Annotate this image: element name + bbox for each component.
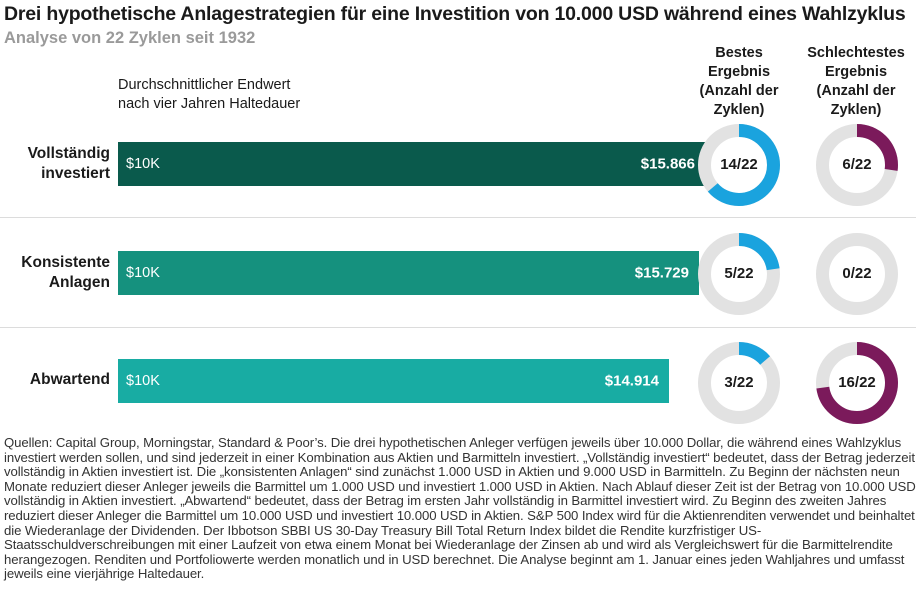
worst-column-header-line: Schlechtestes	[807, 45, 905, 61]
donut-value-label: 16/22	[838, 374, 876, 391]
worst-column-header-line: Zyklen)	[830, 102, 882, 118]
donut-fill	[698, 124, 780, 206]
row-label-line: Abwartend	[29, 371, 110, 388]
donut-value-label: 5/22	[724, 265, 754, 282]
worst-column-header-line: Ergebnis	[824, 64, 888, 80]
worst-donut-waiting: 16/22	[815, 341, 899, 425]
donut-fill	[816, 342, 898, 424]
best-column-header-line: Zyklen)	[713, 102, 765, 118]
bar-start-label: $10K	[126, 373, 160, 389]
best-donut-fully-invested: 14/22	[697, 123, 781, 207]
best-donut-consistent: 5/22	[697, 232, 781, 316]
best-column-header-line: Ergebnis	[707, 64, 771, 80]
bar-waiting: $10K $14.914	[118, 359, 669, 403]
row-label-line: investiert	[41, 165, 110, 182]
row-separator	[0, 217, 916, 218]
chart-title: Drei hypothetische Anlagestrategien für …	[4, 3, 906, 25]
donut-fill	[698, 342, 780, 424]
bar-fully-invested: $10K $15.866	[118, 142, 705, 186]
best-column-header-line: (Anzahl der	[699, 83, 779, 99]
donut-track	[816, 233, 898, 315]
row-label-consistent: Konsistente Anlagen	[21, 253, 110, 293]
row-label-waiting: Abwartend	[30, 370, 110, 390]
donut-value-label: 6/22	[842, 156, 872, 173]
bar-value-label: $15.729	[634, 264, 689, 282]
worst-column-header: Schlechtestes Ergebnis (Anzahl der Zykle…	[797, 44, 915, 120]
bar-consistent: $10K $15.729	[118, 251, 699, 295]
footnote: Quellen: Capital Group, Morningstar, Sta…	[4, 435, 916, 582]
donut-value-label: 3/22	[724, 374, 754, 391]
best-column-header-line: Bestes	[715, 45, 763, 61]
best-donut-waiting: 3/22	[697, 341, 781, 425]
bar-column-header-line: nach vier Jahren Haltedauer	[118, 96, 301, 112]
bar-value-label: $15.866	[640, 155, 695, 173]
donut-fill	[816, 124, 898, 206]
bar-column-header-line: Durchschnittlicher Endwert	[118, 77, 291, 93]
donut-value-label: 0/22	[842, 265, 872, 282]
worst-donut-consistent: 0/22	[815, 232, 899, 316]
row-label-line: Konsistente	[21, 254, 110, 271]
worst-column-header-line: (Anzahl der	[816, 83, 896, 99]
best-column-header: Bestes Ergebnis (Anzahl der Zyklen)	[686, 44, 792, 120]
row-separator	[0, 327, 916, 328]
bar-start-label: $10K	[126, 265, 160, 281]
worst-donut-fully-invested: 6/22	[815, 123, 899, 207]
bar-start-label: $10K	[126, 156, 160, 172]
donut-fill	[698, 233, 780, 315]
donut-value-label: 14/22	[720, 156, 758, 173]
bar-column-header: Durchschnittlicher Endwert nach vier Jah…	[118, 76, 300, 114]
bar-value-label: $14.914	[604, 372, 659, 390]
row-label-fully-invested: Vollständig investiert	[28, 144, 110, 184]
chart-subtitle: Analyse von 22 Zyklen seit 1932	[4, 29, 256, 47]
row-label-line: Anlagen	[48, 274, 110, 291]
row-label-line: Vollständig	[27, 145, 110, 162]
